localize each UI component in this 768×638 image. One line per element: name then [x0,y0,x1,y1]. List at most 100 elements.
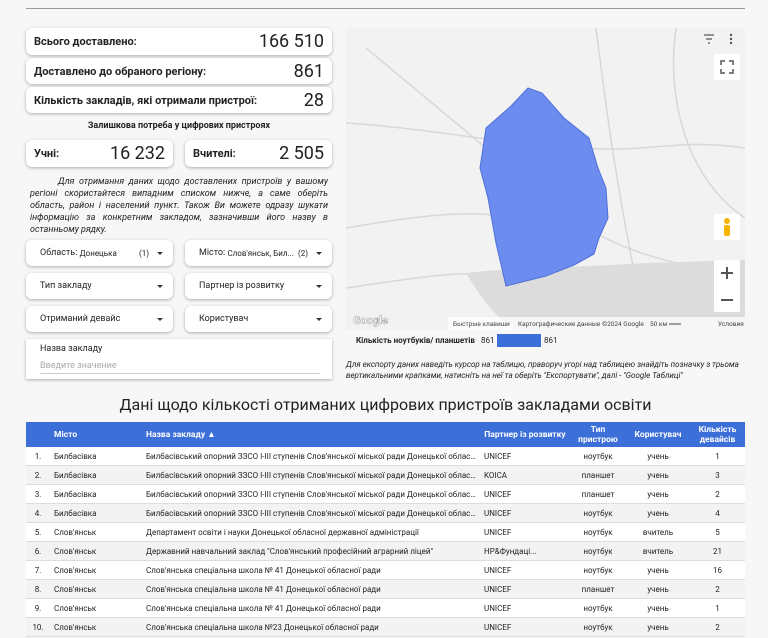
filter-value: Слов'янськ, Бил... [227,248,294,258]
filter-dropdown[interactable]: Користувач [185,306,332,332]
table-row[interactable]: 2. Билбасівка Билбасівський опорний ЗЗСО І… [26,465,745,485]
scale-label: 50 км [650,320,667,328]
table-cell: 4. [26,503,50,523]
header-cell[interactable]: Назва закладу ▲ [142,422,480,447]
header-cell[interactable]: Користувач [626,422,690,447]
header-row: Місто Назва закладу ▲ Партнер із розвитку Т… [26,422,745,447]
table-cell: 3 [690,465,745,485]
header-cell [26,422,50,447]
table-cell: 2 [690,617,745,637]
menu-dot[interactable] [729,33,733,37]
search-input[interactable]: Введите значение [40,361,320,374]
table-cell: учень [626,484,690,504]
table-cell: 2. [26,465,50,485]
kpi-label: Вчителі: [193,147,236,160]
attribution[interactable]: Быстрые клавиши [453,320,510,328]
table-row[interactable]: 8. Слов'янськ Слов'янська спеціальна школа… [26,579,745,599]
kpi-label: Кількість закладів, які отримали пристро… [34,93,258,107]
table-row[interactable]: 9. Слов'янськ Слов'янська спеціальна школа… [26,598,745,618]
dropdown-arrow [316,317,322,321]
table-cell: учень [626,560,690,580]
table-cell: Державний навчальний заклад "Слов'янськи… [142,541,480,561]
table-cell: Слов'янськ [50,541,142,561]
table-cell: 6. [26,541,50,561]
map: Google Быстрые клавиши Картографические … [346,28,745,330]
table-cell: Слов'янськ [50,617,142,637]
table-row[interactable]: 10. Слов'янськ Слов'янська спеціальна школ… [26,617,745,637]
header-cell[interactable]: Кількість девайсів [690,422,745,447]
table-cell: Департамент освіти і науки Донецької обл… [142,522,480,542]
filter-dropdown[interactable]: Область: Донецька (1) [26,240,173,266]
export-note: Для експорту даних наведіть курсор на та… [346,360,739,380]
header-cell[interactable]: Партнер із розвитку [480,422,570,447]
kpi-card: Кількість закладів, які отримали пристро… [26,87,332,113]
table-cell: Слов'янська спеціальна школа №23 Донецьк… [142,617,480,637]
table-row[interactable]: 5. Слов'янськ Департамент освіти і науки Д… [26,522,745,542]
fullscreen-button[interactable] [714,54,740,80]
table-cell: Билбасівський опорний ЗЗСО І-ІІІ ступені… [142,503,480,523]
legend-gradient [497,334,541,347]
attribution[interactable]: Условия [718,320,744,328]
table-cell: Билбасівський опорний ЗЗСО І-ІІІ ступені… [142,465,480,485]
filter-label: Область: [40,248,78,258]
table-cell: планшет [570,465,626,485]
table-cell: учень [626,465,690,485]
zoom-icons [721,267,733,301]
table-cell: Слов'янськ [50,560,142,580]
zoom-control[interactable] [714,260,740,312]
filter-dropdown[interactable]: Місто: Слов'янськ, Бил... (2) [185,240,332,266]
search-box: Назва закладу Введите значение [26,339,332,379]
kpi-label: Доставлено до обраного регіону: [34,64,207,78]
table-cell: 1. [26,447,50,466]
table-row[interactable]: 1. Билбасівка Билбасівський опорний ЗЗСО І… [26,447,745,466]
section-title: Залишкова потреба у цифрових пристроях [87,121,271,131]
filter-dropdown[interactable]: Тип закладу [26,273,173,299]
table-cell: Слов'янська спеціальна школа № 41 Донець… [142,598,480,618]
pegman-head [724,218,730,224]
map-controls [704,33,740,312]
instruction-text: Для отримання даних щодо доставлених при… [30,177,328,235]
table-cell: 5 [690,522,745,542]
header-cell[interactable]: Місто [50,422,142,447]
region-polygon[interactable] [479,87,609,287]
table-cell: ноутбук [570,522,626,542]
table-cell: 21 [690,541,745,561]
table-cell: UNICEF [480,484,570,504]
filter-dropdown[interactable]: Отриманий девайс [26,306,173,332]
table-cell: учень [626,598,690,618]
table-row[interactable]: 4. Билбасівка Билбасівський опорний ЗЗСО І… [26,503,745,523]
table-cell: 1 [690,598,745,618]
table-cell: HP&Фундаці... [480,541,570,561]
filter-label: Отриманий девайс [40,314,121,324]
attribution-bg [448,317,745,330]
table-cell: Слов'янська спеціальна школа № 41 Донець… [142,560,480,580]
table-cell: UNICEF [480,560,570,580]
kpi-value: 16 232 [109,143,165,164]
table-cell: ноутбук [570,503,626,523]
table-cell: Слов'янська спеціальна школа № 41 Донець… [142,579,480,599]
filter-icon[interactable] [704,34,714,44]
table-cell: 8. [26,579,50,599]
filter-count: (1) [138,248,149,258]
kpi-value: 28 [303,89,324,111]
filter-label: Тип закладу [40,281,92,291]
table-cell: UNICEF [480,579,570,599]
table-cell: 1 [690,447,745,466]
filter-dropdown[interactable]: Партнер із розвитку [185,273,332,299]
search-label: Назва закладу [40,344,103,354]
table-row[interactable]: 7. Слов'янськ Слов'янська спеціальна школа… [26,560,745,580]
dropdown-arrow [157,317,163,321]
table-cell: Билбасівка [50,503,142,523]
table-cell: учень [626,447,690,466]
table-cell: ноутбук [570,541,626,561]
table-cell: планшет [570,579,626,599]
table-cell: Билбасівський опорний ЗЗСО І-ІІІ ступені… [142,447,480,466]
table-row[interactable]: 3. Билбасівка Билбасівський опорний ЗЗСО І… [26,484,745,504]
header-cell[interactable]: Тип пристрою [570,422,626,447]
kpi-card: Всього доставлено: 166 510 [26,28,332,55]
table-cell: Слов'янськ [50,522,142,542]
table-container: Місто Назва закладу ▲ Партнер із розвитку Т… [26,422,745,637]
attribution: Картографические данные ©2024 Google [518,320,644,328]
table-row[interactable]: 6. Слов'янськ Державний навчальний заклад … [26,541,745,561]
